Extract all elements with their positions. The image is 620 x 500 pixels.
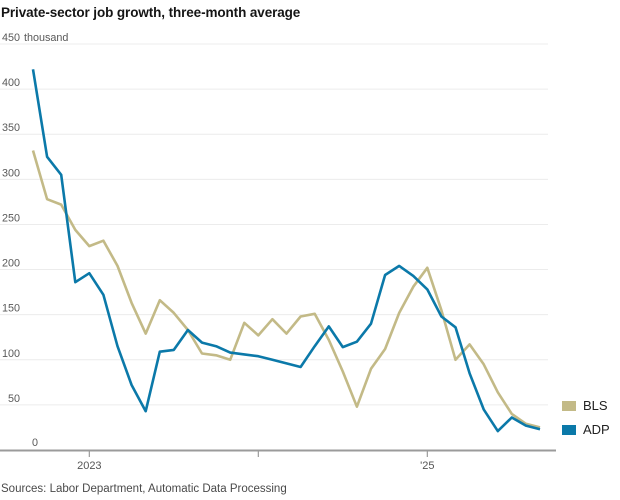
y-axis-label: 100 [2, 348, 20, 360]
y-axis-label: 350 [2, 122, 20, 134]
x-tick-label: 2023 [77, 460, 101, 472]
source-note: Sources: Labor Department, Automatic Dat… [1, 483, 287, 495]
y-axis-label: 400 [2, 77, 20, 89]
y-axis-label: 50 [8, 393, 20, 405]
adp-swatch [562, 424, 576, 435]
bls-swatch [562, 400, 576, 411]
x-tick-label: '25 [420, 460, 434, 472]
legend-item-adp: ADP [562, 422, 610, 437]
bls-line [31, 150, 541, 429]
y-axis-label: 0 [32, 437, 38, 449]
chart-title: Private-sector job growth, three-month a… [1, 5, 301, 20]
y-axis-label: 150 [2, 303, 20, 315]
adp-legend-label: ADP [583, 422, 610, 437]
legend: BLS ADP [562, 398, 610, 446]
legend-item-bls: BLS [562, 398, 610, 413]
adp-line [31, 69, 541, 433]
y-axis-label: 250 [2, 212, 20, 224]
y-axis-unit-label: thousand [24, 32, 68, 44]
bls-legend-label: BLS [583, 398, 608, 413]
y-axis-label: 300 [2, 167, 20, 179]
y-axis-label: 200 [2, 258, 20, 270]
y-axis-label: 450 [2, 32, 20, 44]
